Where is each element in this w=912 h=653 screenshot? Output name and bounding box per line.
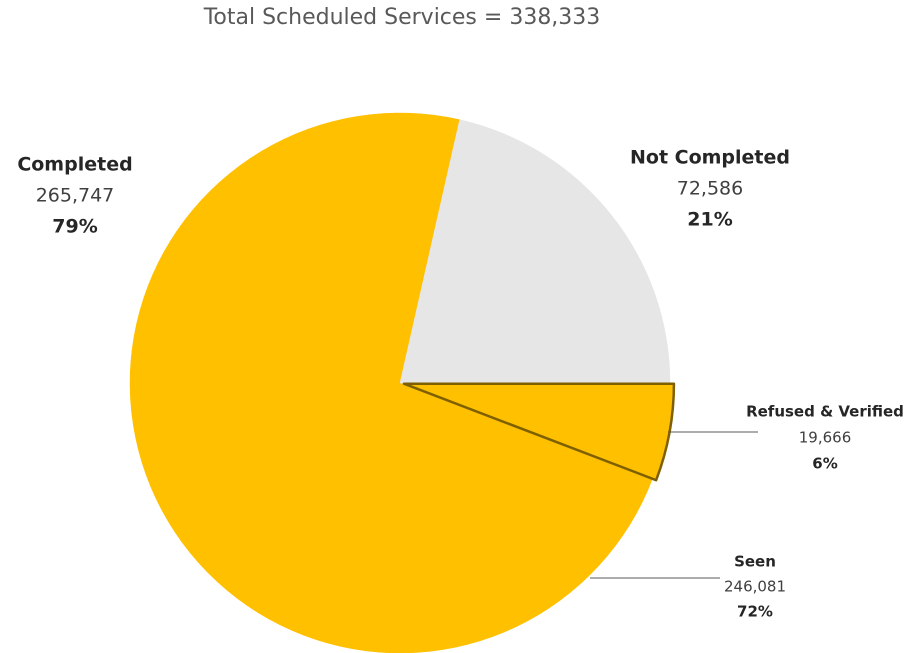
pie-slice: [129, 112, 653, 653]
slice-percent: 72%: [737, 603, 773, 621]
slice-value: 19,666: [799, 429, 852, 447]
pie-slice: [402, 382, 676, 482]
chart-title: Total Scheduled Services = 338,333: [203, 5, 601, 30]
pie-slice: [399, 119, 671, 384]
slice-percent: 21%: [687, 209, 732, 231]
slice-name: Not Completed: [630, 147, 790, 169]
slice-value: 72,586: [677, 178, 743, 200]
slice-name: Refused & Verified: [746, 403, 904, 421]
slice-value: 246,081: [724, 578, 786, 596]
group-value: 265,747: [36, 185, 115, 207]
group-name: Completed: [17, 154, 132, 176]
group-percent: 79%: [52, 216, 97, 238]
slice-name: Seen: [734, 553, 776, 571]
slice-percent: 6%: [812, 455, 837, 473]
